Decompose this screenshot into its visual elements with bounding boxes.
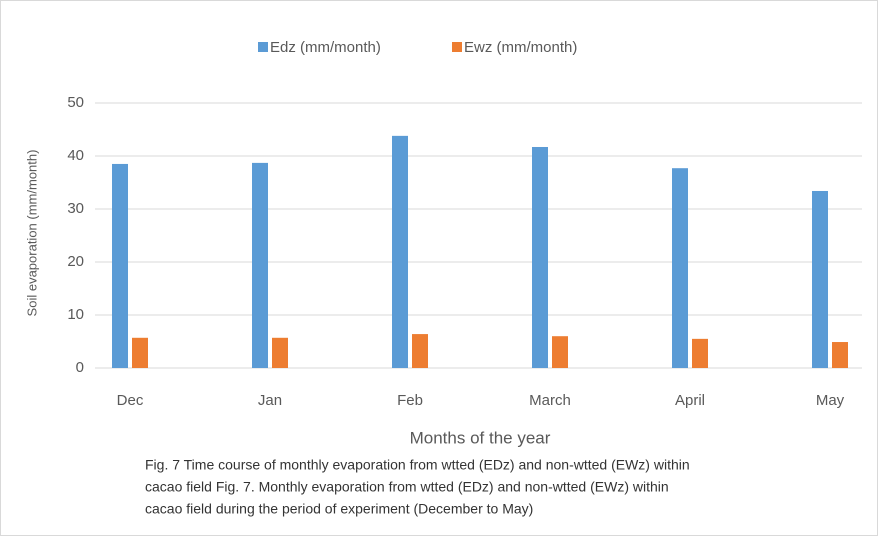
x-tick-label: April: [675, 392, 705, 409]
bar: [672, 168, 688, 368]
bar: [552, 336, 568, 368]
legend-swatch: [452, 42, 462, 52]
legend-label: Ewz (mm/month): [464, 39, 577, 56]
y-axis-label: Soil evaporation (mm/month): [24, 150, 39, 317]
caption-line: cacao field during the period of experim…: [145, 501, 533, 517]
y-tick-label: 20: [67, 253, 84, 270]
caption-line: cacao field Fig. 7. Monthly evaporation …: [145, 479, 669, 495]
bar: [532, 146, 548, 368]
x-tick-label: Jan: [258, 392, 282, 409]
legend-label: Edz (mm/month): [270, 39, 381, 56]
bar: [252, 162, 268, 368]
x-tick-label: May: [816, 392, 845, 409]
y-tick-label: 50: [67, 94, 84, 111]
bar: [692, 338, 708, 368]
bar: [392, 135, 408, 368]
y-tick-label: 40: [67, 147, 84, 164]
y-tick-label: 10: [67, 306, 84, 323]
legend-swatch: [258, 42, 268, 52]
x-tick-label: Dec: [117, 392, 144, 409]
bar: [412, 334, 428, 368]
caption-line: Fig. 7 Time course of monthly evaporatio…: [145, 457, 690, 473]
bar: [132, 337, 148, 368]
bar: [812, 190, 828, 368]
x-tick-label: March: [529, 392, 571, 409]
x-tick-label: Feb: [397, 392, 423, 409]
bar: [272, 337, 288, 368]
y-tick-label: 30: [67, 200, 84, 217]
bar: [112, 163, 128, 368]
x-axis-label: Months of the year: [410, 428, 551, 447]
y-tick-label: 0: [76, 359, 84, 376]
bar: [832, 342, 848, 368]
